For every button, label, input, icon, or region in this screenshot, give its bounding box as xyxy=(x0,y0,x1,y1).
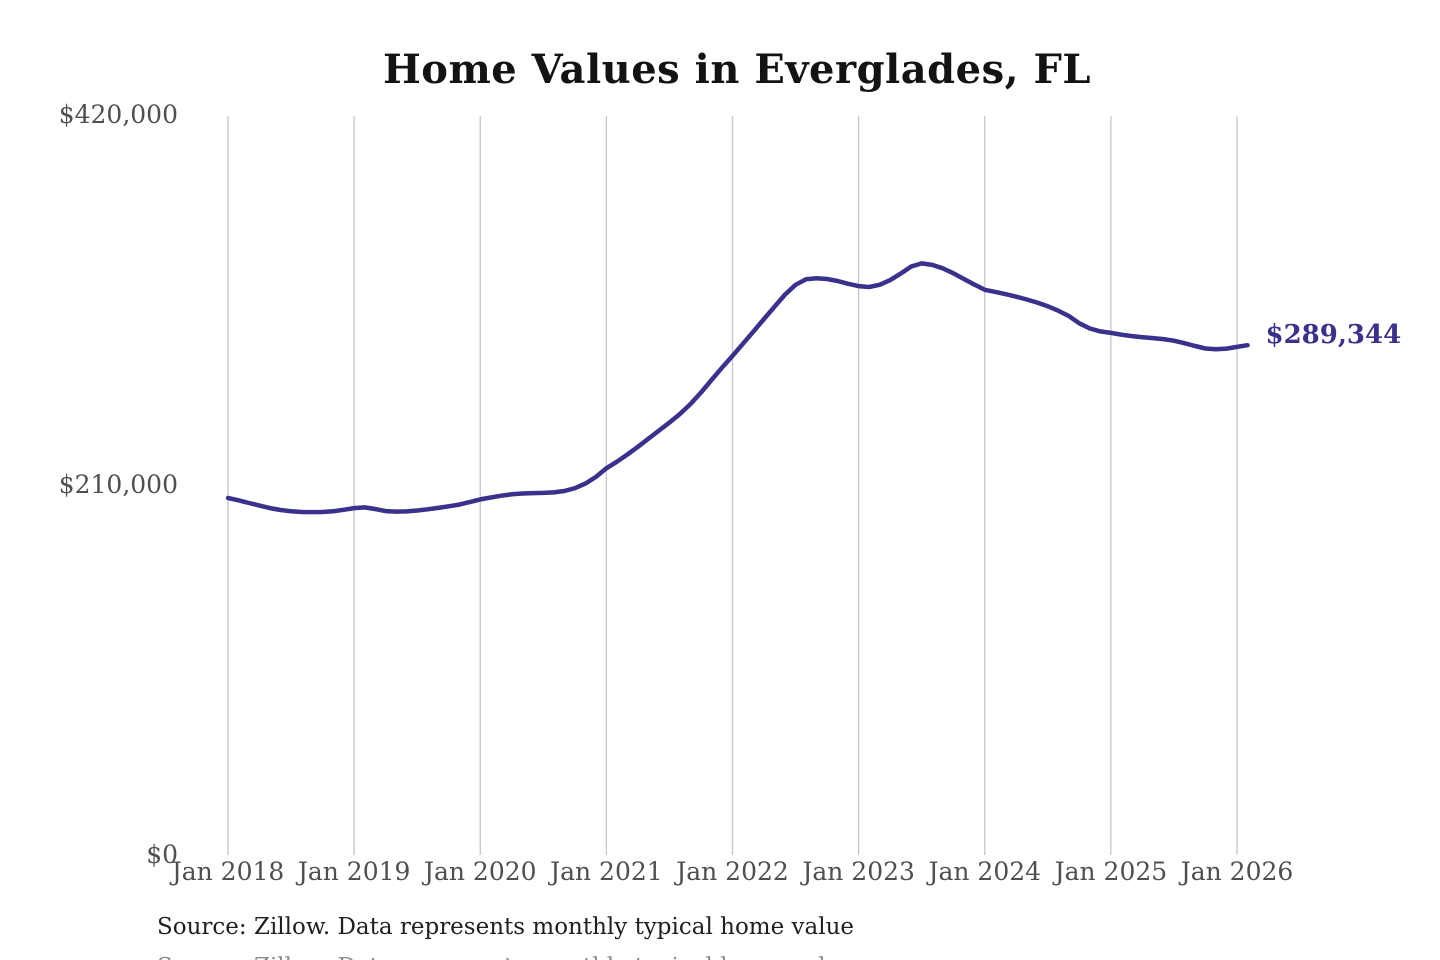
x-tick-label: Jan 2018 xyxy=(171,857,285,886)
x-tick-label: Jan 2020 xyxy=(423,857,537,886)
y-tick-label: $210,000 xyxy=(58,470,178,499)
source-note: Source: Zillow. Data represents monthly … xyxy=(157,914,855,940)
gridlines xyxy=(227,116,1238,855)
chart-title: Home Values in Everglades, FL xyxy=(383,46,1091,93)
x-tick-label: Jan 2021 xyxy=(550,857,663,886)
x-tick-label: Jan 2024 xyxy=(928,857,1042,886)
x-tick-label: Jan 2023 xyxy=(802,857,915,886)
x-tick-label: Jan 2019 xyxy=(297,857,411,886)
y-tick-label: $0 xyxy=(146,840,178,869)
y-tick-label: $420,000 xyxy=(58,100,178,129)
clipped-note-line: Source: Zillow. Data represents monthly … xyxy=(157,953,854,960)
x-tick-label: Jan 2025 xyxy=(1054,857,1168,886)
x-tick-label: Jan 2022 xyxy=(676,857,789,886)
home-value-line-series xyxy=(225,261,1250,515)
current-value-label: $289,344 xyxy=(1265,320,1402,351)
x-tick-label: Jan 2026 xyxy=(1180,857,1294,886)
